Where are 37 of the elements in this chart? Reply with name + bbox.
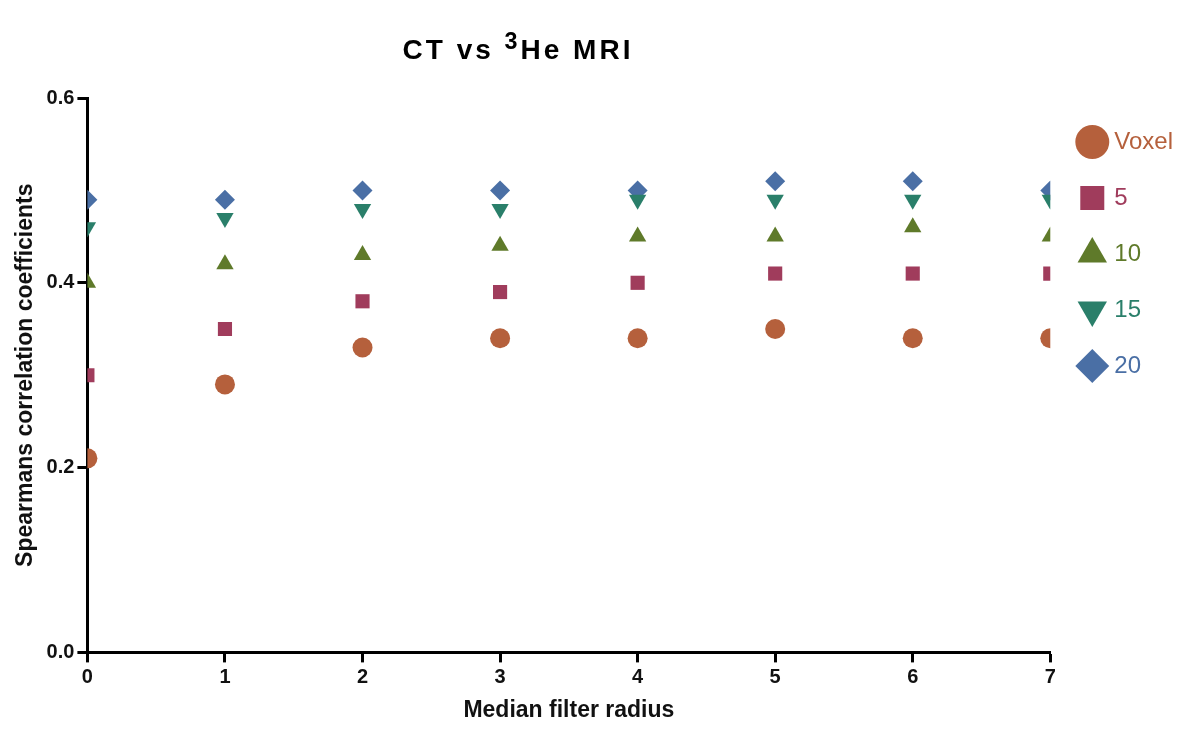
point	[768, 266, 783, 281]
x-tick-label: 1	[219, 664, 231, 687]
x-tick-label: 4	[632, 664, 645, 687]
point	[214, 374, 235, 395]
y-tick-label: 0.4	[46, 270, 76, 293]
point	[630, 275, 645, 290]
point	[355, 294, 370, 309]
x-tick-label: 2	[356, 664, 369, 687]
chart-title: CT vs $^{3}$He MRI	[401, 28, 635, 67]
point	[902, 328, 923, 349]
y-axis-title: Spearmans correlation coefficients	[11, 183, 38, 567]
point	[905, 266, 920, 281]
point	[902, 171, 923, 192]
x-tick-label: 6	[907, 664, 919, 687]
point	[217, 321, 233, 337]
point	[765, 319, 786, 339]
point	[352, 180, 373, 201]
legend-label: 5	[1114, 182, 1128, 210]
y-tick-label: 0.2	[46, 455, 75, 478]
point	[493, 284, 508, 300]
legend-label: 10	[1114, 238, 1141, 266]
x-tick-label: 5	[769, 664, 781, 687]
x-tick-label: 7	[1044, 664, 1056, 687]
y-tick-label: 0.0	[46, 639, 75, 662]
point	[352, 337, 373, 358]
point	[765, 171, 786, 192]
point	[627, 328, 648, 349]
point	[490, 328, 511, 349]
legend-label: Voxel	[1114, 126, 1174, 154]
x-axis-title: Median filter radius	[463, 695, 675, 722]
y-tick-label: 0.6	[46, 85, 75, 108]
legend-label: 15	[1114, 294, 1141, 322]
legend-label: 20	[1114, 350, 1141, 378]
point	[490, 180, 511, 201]
x-tick-label: 0	[81, 664, 93, 687]
x-tick-label: 3	[494, 664, 506, 687]
point	[214, 189, 235, 210]
